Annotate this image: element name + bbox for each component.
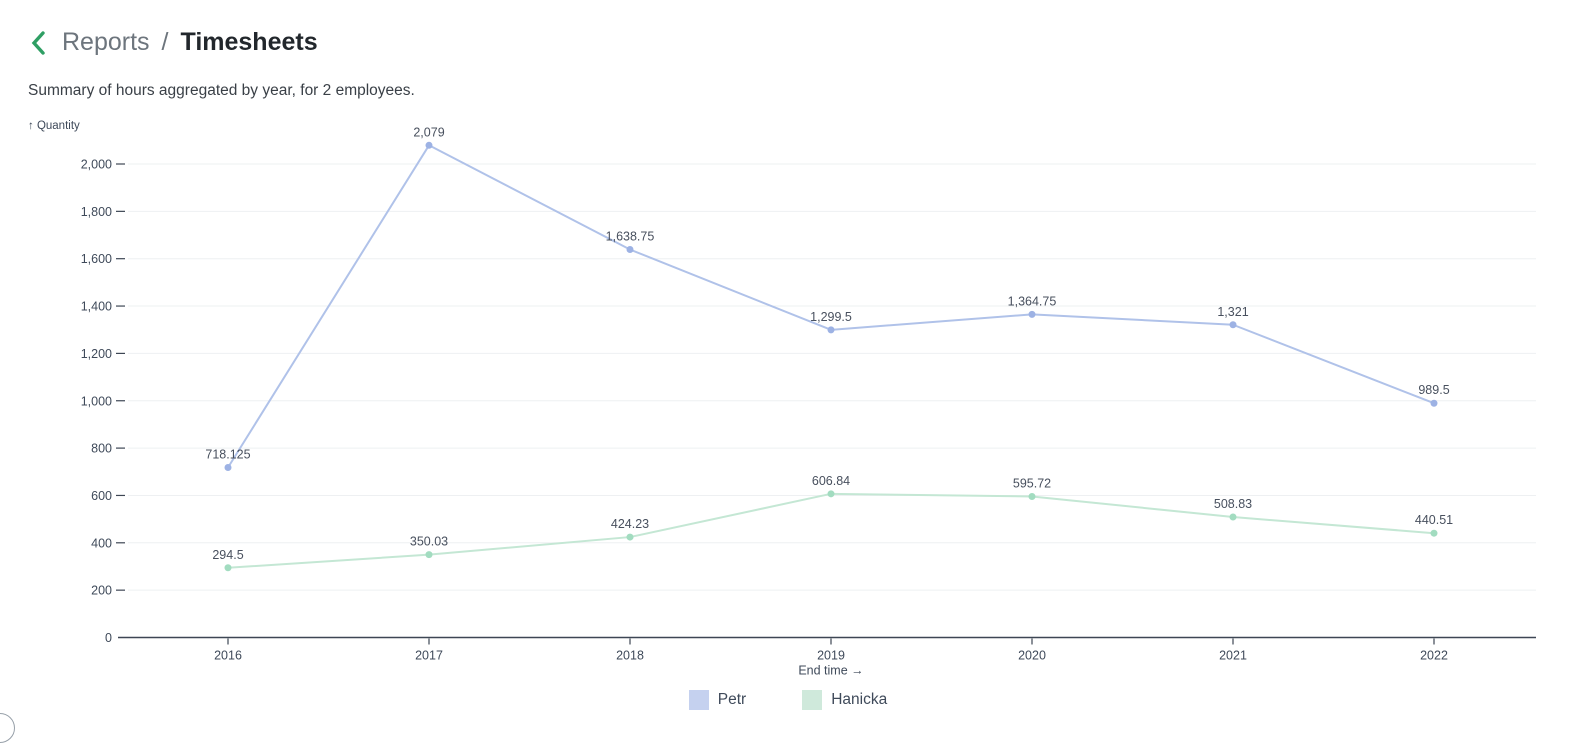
y-tick-label: 1,400	[81, 300, 112, 314]
y-tick-label: 1,600	[81, 252, 112, 266]
y-tick-label: 1,800	[81, 205, 112, 219]
data-point-petr-2021[interactable]	[1229, 321, 1237, 329]
breadcrumb-item-reports[interactable]: Reports	[62, 28, 150, 56]
x-axis-title: End time →	[798, 664, 863, 678]
y-tick-label: 200	[91, 584, 112, 598]
y-tick-label: 2,000	[81, 158, 112, 172]
x-tick-label: 2017	[415, 649, 443, 663]
legend-swatch-hanicka	[802, 690, 823, 710]
value-label-petr-2019: 1,299.5	[810, 310, 852, 324]
value-label-hanicka-2016: 294.5	[212, 548, 243, 562]
value-label-petr-2018: 1,638.75	[606, 230, 655, 244]
chevron-left-icon	[30, 30, 48, 56]
data-point-hanicka-2018[interactable]	[626, 533, 634, 541]
y-axis-title: ↑ Quantity	[28, 120, 80, 132]
x-tick-label: 2021	[1219, 649, 1247, 663]
series-line-hanicka	[227, 492, 1435, 569]
back-button[interactable]	[30, 30, 48, 56]
legend-item-hanicka[interactable]: Hanicka	[802, 690, 887, 710]
legend-label-hanicka: Hanicka	[831, 691, 888, 708]
breadcrumb: Reports / Timesheets	[0, 0, 1576, 57]
y-tick-label: 1,000	[81, 394, 112, 408]
y-tick-label: 800	[91, 442, 112, 456]
data-point-petr-2022[interactable]	[1430, 399, 1438, 407]
timesheet-chart: 0 200 400 600 800 1,000 1,200 1,400 1,600 1,800 2,…	[81, 125, 1536, 678]
value-label-hanicka-2017: 350.03	[410, 535, 448, 549]
data-point-hanicka-2021[interactable]	[1229, 513, 1237, 521]
value-label-petr-2021: 1,321	[1217, 305, 1248, 319]
data-point-petr-2020[interactable]	[1028, 310, 1036, 318]
legend-label-petr: Petr	[717, 691, 747, 708]
value-label-petr-2016: 718.125	[205, 447, 250, 461]
data-point-hanicka-2022[interactable]	[1430, 529, 1438, 537]
x-tick-label: 2018	[616, 649, 644, 663]
data-point-petr-2017[interactable]	[425, 141, 433, 149]
value-label-hanicka-2019: 606.84	[812, 474, 850, 488]
y-tick-label: 400	[91, 536, 112, 550]
data-point-petr-2019[interactable]	[827, 326, 835, 334]
value-label-hanicka-2021: 508.83	[1214, 497, 1252, 511]
y-tick-label: 0	[105, 631, 112, 645]
data-point-hanicka-2020[interactable]	[1028, 492, 1036, 500]
value-label-hanicka-2022: 440.51	[1415, 513, 1453, 527]
data-point-hanicka-2016[interactable]	[224, 564, 232, 572]
value-label-petr-2017: 2,079	[413, 125, 444, 139]
breadcrumb-separator: /	[161, 28, 169, 56]
legend-swatch-petr	[688, 690, 709, 710]
x-tick-label: 2022	[1420, 649, 1448, 663]
y-tick-label: 1,200	[81, 347, 112, 361]
x-tick-label: 2020	[1018, 649, 1046, 663]
legend-item-petr[interactable]: Petr	[688, 690, 747, 710]
chart-subtitle: Summary of hours aggregated by year, for…	[28, 82, 415, 99]
data-point-petr-2016[interactable]	[224, 463, 232, 471]
chart-container: ↑ Quantity 0 200 400 600 800 1,000 1,200 1,400 1…	[0, 106, 1576, 678]
value-label-hanicka-2020: 595.72	[1013, 476, 1051, 490]
data-point-petr-2018[interactable]	[626, 246, 634, 254]
chart-legend: Petr Hanicka	[0, 690, 1576, 710]
page-title: Timesheets	[180, 28, 318, 56]
value-label-hanicka-2018: 424.23	[611, 517, 649, 531]
y-tick-label: 600	[91, 489, 112, 503]
value-label-petr-2020: 1,364.75	[1008, 294, 1057, 308]
data-point-hanicka-2019[interactable]	[827, 490, 835, 498]
x-tick-label: 2019	[817, 649, 845, 663]
x-tick-label: 2016	[214, 649, 242, 663]
data-point-hanicka-2017[interactable]	[425, 551, 433, 559]
value-label-petr-2022: 989.5	[1418, 383, 1449, 397]
floating-circle-button[interactable]	[0, 713, 15, 743]
